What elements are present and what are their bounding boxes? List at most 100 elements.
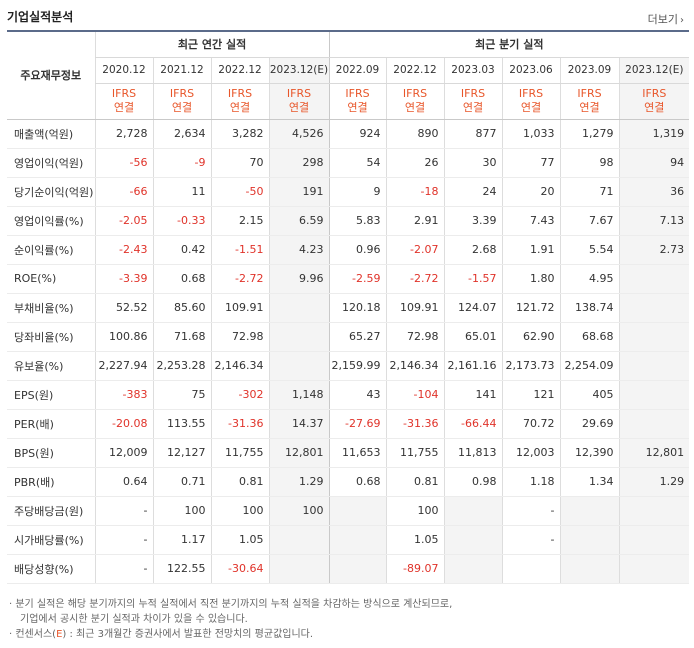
table-cell: -66.44 [443, 409, 503, 439]
table-cell: 2,146.34 [210, 351, 269, 381]
table-cell: 890 [385, 119, 445, 149]
table-cell: 4,526 [268, 119, 330, 149]
table-row: 부채비율(%) 52.52 85.60 109.91 120.18 109.91 124.0… [7, 292, 690, 323]
table-cell [268, 292, 330, 323]
table-cell: 2,146.34 [385, 351, 445, 381]
table-cell: 1.18 [501, 467, 561, 497]
ifrs-label: IFRS 연결 [443, 83, 503, 120]
ifrs-text: IFRS [111, 87, 137, 100]
table-row: 매출액(억원) 2,728 2,634 3,282 4,526 924 890 877 1,03… [7, 119, 690, 149]
financial-table: 주요재무정보 최근 연간 실적 최근 분기 실적 2020.12 2021.12 2… [7, 30, 690, 584]
ifrs-row: IFRS 연결 IFRS 연결 IFRS 연결 IFRS 연결 IFRS 연결 IFRS 연결 IFRS… [7, 83, 690, 120]
table-cell: 2,159.99 [328, 351, 387, 381]
ifrs-label: IFRS 연결 [268, 83, 330, 120]
table-cell: 2.68 [443, 235, 503, 265]
consolidated-text: 연결 [579, 101, 600, 114]
table-cell [618, 264, 690, 294]
table-cell: -18 [385, 177, 445, 207]
table-cell: 1.29 [268, 467, 330, 497]
chevron-right-icon: › [680, 15, 684, 26]
row-label: ROE(%) [7, 264, 95, 294]
corner-label: 주요재무정보 [7, 31, 95, 120]
ifrs-label: IFRS 연결 [501, 83, 561, 120]
period-header: 2020.12 [94, 57, 153, 84]
ifrs-label: IFRS 연결 [385, 83, 445, 120]
table-cell: 36 [618, 177, 690, 207]
consolidated-text: 연결 [404, 101, 426, 114]
table-cell [559, 525, 620, 555]
consolidated-text: 연결 [229, 101, 251, 114]
table-cell: -2.05 [94, 205, 153, 236]
table-cell: 11,755 [210, 438, 269, 468]
period-header: 2023.03 [443, 57, 503, 84]
table-cell: -30.64 [210, 554, 269, 584]
table-row: 주당배당금(원) -100 100 100 100- [7, 495, 690, 526]
table-cell: 65.01 [443, 322, 503, 352]
table-cell: 1.34 [559, 467, 620, 497]
table-cell: 1,148 [268, 379, 330, 410]
table-cell [501, 554, 561, 584]
quarter-group-label: 최근 분기 실적 [328, 31, 690, 58]
table-cell [328, 495, 387, 526]
ifrs-label: IFRS 연결 [328, 83, 387, 120]
consolidated-text: 연결 [288, 101, 310, 114]
table-row: EPS(원) -383 75 -302 1,148 43 -104 141 121 405 [7, 379, 690, 410]
table-cell [618, 525, 690, 555]
table-cell: 1.91 [501, 235, 561, 265]
consolidated-text: 연결 [113, 101, 135, 114]
table-cell: 5.54 [559, 235, 620, 265]
table-cell: 72.98 [210, 322, 269, 352]
table-cell: -1.51 [210, 235, 269, 265]
table-cell: 1,279 [559, 119, 620, 149]
table-row: 시가배당률(%) -1.17 1.05 1.05- [7, 525, 690, 555]
consolidated-text: 연결 [520, 101, 542, 114]
table-cell: 924 [328, 119, 387, 149]
table-cell: 298 [268, 148, 330, 178]
table-cell: 26 [385, 148, 445, 178]
table-cell: 71 [559, 177, 620, 207]
ifrs-text: IFRS [227, 87, 253, 100]
table-row: 당좌비율(%) 100.86 71.68 72.98 65.27 72.98 65.01 62… [7, 322, 690, 352]
table-cell: 11,755 [385, 438, 445, 468]
ifrs-text: IFRS [642, 87, 667, 100]
table-cell: 75 [152, 379, 211, 410]
table-cell [443, 525, 503, 555]
more-link[interactable]: 더보기 › [648, 11, 684, 27]
ifrs-label: IFRS 연결 [152, 83, 211, 120]
row-label: 당기순이익(억원) [7, 177, 95, 207]
table-cell: 121 [501, 379, 561, 410]
table-body: 매출액(억원) 2,728 2,634 3,282 4,526 924 890 877 1,03… [7, 119, 690, 584]
table-cell: -2.07 [385, 235, 445, 265]
ifrs-label: IFRS 연결 [94, 83, 153, 120]
more-label: 더보기 [647, 13, 678, 26]
row-label: EPS(원) [7, 379, 95, 410]
table-cell: 62.90 [501, 322, 561, 352]
table-cell [618, 409, 690, 439]
row-label: 시가배당률(%) [7, 525, 95, 555]
table-cell: 0.71 [152, 467, 211, 497]
table-cell: 7.13 [618, 205, 690, 236]
table-cell [268, 351, 330, 381]
table-cell: -2.59 [328, 264, 387, 294]
period-header: 2023.06 [501, 57, 561, 84]
table-cell: - [94, 525, 153, 555]
period-header: 2022.12 [210, 57, 269, 84]
table-cell [268, 525, 330, 555]
row-label: 영업이익률(%) [7, 205, 95, 236]
ifrs-label: IFRS 연결 [559, 83, 620, 120]
table-row: PBR(배) 0.64 0.71 0.81 1.29 0.68 0.81 0.98 1.18 1.… [7, 467, 690, 497]
table-cell: 0.98 [443, 467, 503, 497]
table-cell: 30 [443, 148, 503, 178]
footnote-2: · 컨센서스(E) : 최근 3개월간 증권사에서 발표한 전망치의 평균값입니… [9, 627, 452, 642]
table-cell: 2.15 [210, 205, 269, 236]
table-cell: 1.29 [618, 467, 690, 497]
table-cell: -27.69 [328, 409, 387, 439]
row-label: PBR(배) [7, 467, 95, 497]
table-cell: -31.36 [385, 409, 445, 439]
ifrs-text: IFRS [518, 87, 544, 100]
table-cell: 2,173.73 [501, 351, 561, 381]
table-cell [618, 322, 690, 352]
period-header: 2021.12 [152, 57, 211, 84]
table-cell: -302 [210, 379, 269, 410]
table-cell: 3.39 [443, 205, 503, 236]
